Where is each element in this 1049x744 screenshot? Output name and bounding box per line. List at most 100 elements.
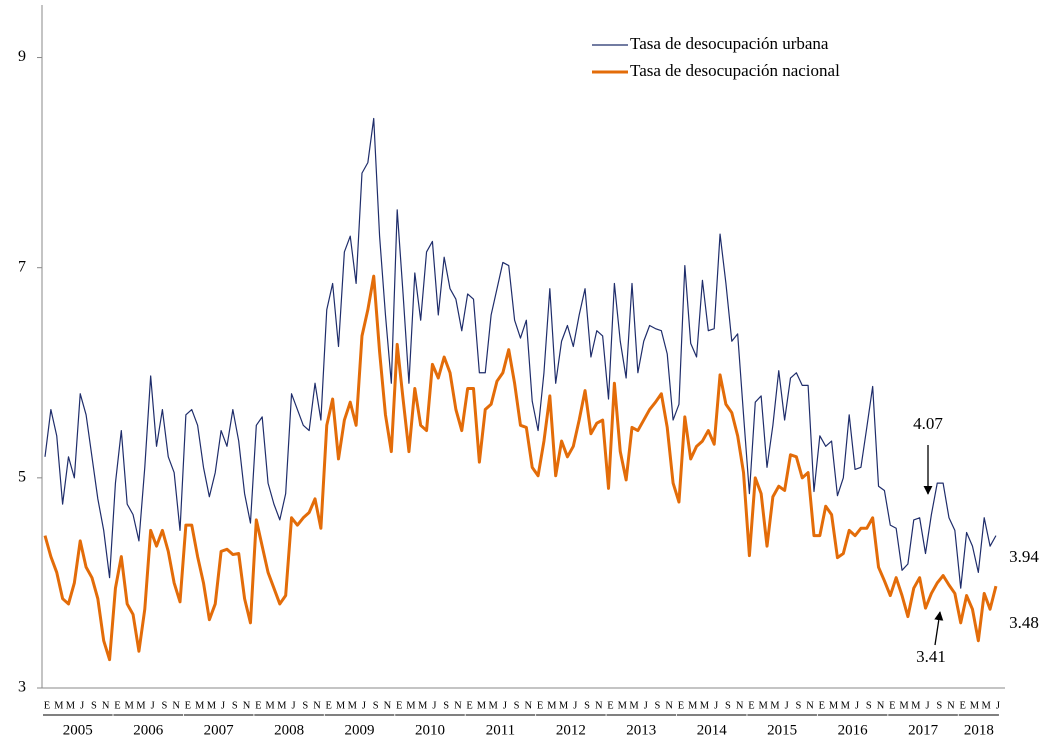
x-tick-label: J — [785, 700, 789, 711]
x-tick-label: M — [277, 700, 287, 711]
x-tick-label: M — [982, 700, 992, 711]
x-tick-label: M — [700, 700, 710, 711]
x-tick-label: S — [655, 700, 661, 711]
x-tick-label: J — [151, 700, 155, 711]
x-tick-label: J — [503, 700, 507, 711]
x-tick-label: M — [829, 700, 839, 711]
legend-label: Tasa de desocupación urbana — [630, 34, 829, 53]
x-tick-label: N — [172, 700, 180, 711]
x-tick-label: J — [80, 700, 84, 711]
y-tick-label: 7 — [18, 258, 26, 275]
x-tick-label: N — [947, 700, 955, 711]
x-tick-label: E — [396, 700, 402, 711]
x-tick-label: J — [644, 700, 648, 711]
x-tick-label: M — [54, 700, 64, 711]
x-tick-label: S — [936, 700, 942, 711]
year-label: 2017 — [908, 722, 939, 738]
x-tick-label: S — [232, 700, 238, 711]
year-label: 2007 — [204, 722, 235, 738]
x-tick-label: S — [373, 700, 379, 711]
x-tick-label: N — [665, 700, 673, 711]
x-tick-label: M — [547, 700, 557, 711]
x-tick-label: M — [195, 700, 205, 711]
x-tick-label: N — [806, 700, 814, 711]
x-tick-label: E — [326, 700, 332, 711]
x-tick-label: E — [889, 700, 895, 711]
x-tick-label: M — [136, 700, 146, 711]
x-tick-label: M — [841, 700, 851, 711]
year-label: 2009 — [345, 722, 375, 738]
x-tick-label: J — [714, 700, 718, 711]
year-label: 2012 — [556, 722, 586, 738]
x-tick-label: M — [758, 700, 768, 711]
year-label: 2008 — [274, 722, 304, 738]
x-tick-label: M — [125, 700, 135, 711]
x-tick-label: J — [925, 700, 929, 711]
year-label: 2005 — [63, 722, 93, 738]
x-tick-label: E — [537, 700, 543, 711]
x-tick-label: M — [770, 700, 780, 711]
x-tick-label: M — [418, 700, 428, 711]
x-tick-label: E — [185, 700, 191, 711]
x-tick-label: M — [336, 700, 346, 711]
x-tick-label: J — [432, 700, 436, 711]
x-tick-label: S — [725, 700, 731, 711]
year-label: 2010 — [415, 722, 445, 738]
year-label: 2014 — [697, 722, 728, 738]
x-tick-label: J — [573, 700, 577, 711]
year-label: 2011 — [486, 722, 515, 738]
x-tick-label: M — [406, 700, 416, 711]
series-line — [44, 117, 997, 589]
x-tick-label: S — [161, 700, 167, 711]
annotation: 3.94 — [1009, 547, 1039, 566]
x-tick-label: J — [996, 700, 1000, 711]
legend-label: Tasa de desocupación nacional — [630, 61, 840, 80]
x-tick-label: J — [221, 700, 225, 711]
x-tick-label: N — [877, 700, 885, 711]
x-tick-label: E — [114, 700, 120, 711]
x-tick-label: N — [525, 700, 533, 711]
x-tick-label: J — [362, 700, 366, 711]
x-tick-label: N — [313, 700, 321, 711]
year-label: 2016 — [838, 722, 869, 738]
x-tick-label: N — [243, 700, 251, 711]
x-tick-label: S — [584, 700, 590, 711]
y-tick-label: 5 — [18, 469, 26, 486]
series-line — [43, 274, 998, 662]
year-label: 2013 — [626, 722, 656, 738]
x-tick-label: S — [795, 700, 801, 711]
x-tick-label: S — [514, 700, 520, 711]
x-tick-label: M — [688, 700, 698, 711]
x-tick-label: M — [265, 700, 275, 711]
year-label: 2006 — [133, 722, 164, 738]
x-tick-label: M — [970, 700, 980, 711]
annotation: 3.48 — [1009, 613, 1039, 632]
x-tick-label: E — [44, 700, 50, 711]
x-tick-label: N — [102, 700, 110, 711]
x-tick-label: J — [291, 700, 295, 711]
x-tick-label: M — [559, 700, 569, 711]
x-tick-label: E — [960, 700, 966, 711]
annotation: 4.07 — [913, 414, 943, 433]
x-tick-label: E — [819, 700, 825, 711]
x-tick-label: E — [466, 700, 472, 711]
annotation-arrow — [934, 611, 944, 646]
x-tick-label: M — [66, 700, 76, 711]
x-tick-label: N — [595, 700, 603, 711]
x-tick-label: M — [899, 700, 909, 711]
x-tick-label: E — [607, 700, 613, 711]
x-tick-label: J — [855, 700, 859, 711]
x-tick-label: S — [91, 700, 97, 711]
x-tick-label: S — [443, 700, 449, 711]
x-tick-label: N — [384, 700, 392, 711]
x-tick-label: N — [454, 700, 462, 711]
x-tick-label: M — [618, 700, 628, 711]
x-tick-label: N — [736, 700, 744, 711]
x-tick-label: S — [302, 700, 308, 711]
x-tick-label: E — [748, 700, 754, 711]
y-tick-label: 3 — [18, 679, 26, 696]
x-tick-label: M — [629, 700, 639, 711]
x-tick-label: E — [255, 700, 261, 711]
